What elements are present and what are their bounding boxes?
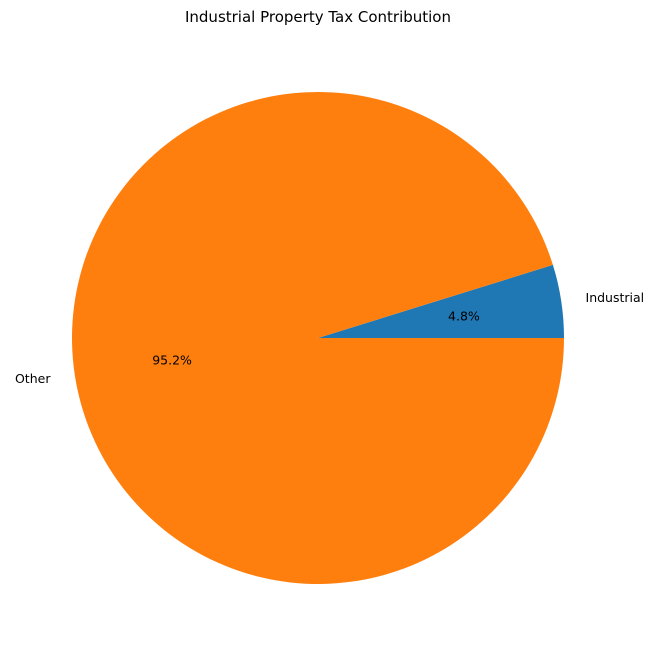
pie-slices xyxy=(72,92,564,585)
pie-slice-industrial xyxy=(318,264,564,338)
pie-labels: Industrial 4.8% Other 95.2% xyxy=(15,290,644,386)
slice-label-industrial: Industrial xyxy=(586,290,645,305)
percent-label-other: 95.2% xyxy=(152,353,192,368)
chart-title: Industrial Property Tax Contribution xyxy=(185,8,451,26)
pie-slice-other xyxy=(72,92,564,585)
percent-label-industrial: 4.8% xyxy=(448,308,480,323)
slice-label-other: Other xyxy=(15,371,51,386)
